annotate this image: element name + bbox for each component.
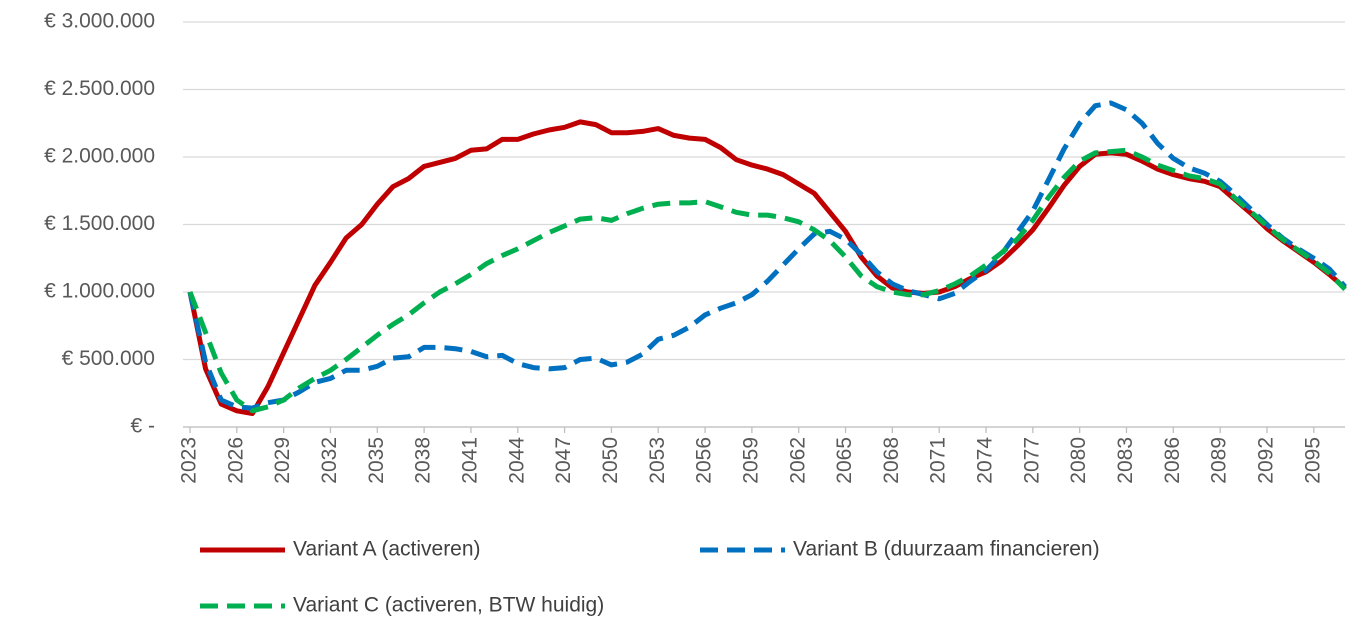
x-tick-label: 2023 (178, 437, 201, 484)
y-tick-label: € 1.000.000 (44, 280, 155, 303)
x-tick-label: 2071 (927, 437, 950, 484)
series-line (187, 147, 1347, 414)
x-tick-label: 2083 (1114, 437, 1137, 484)
x-tick-label: 2062 (786, 437, 809, 484)
x-tick-label: 2080 (1067, 437, 1090, 484)
y-tick-label: € 1.500.000 (44, 212, 155, 235)
x-tick-label: 2032 (318, 437, 341, 484)
x-tick-label: 2026 (224, 437, 247, 484)
series-line (187, 100, 1347, 411)
y-tick-label: € 500.000 (62, 347, 155, 370)
y-tick-label: € 2.500.000 (44, 77, 155, 100)
x-tick-label: 2074 (974, 437, 997, 484)
x-tick-label: 2038 (412, 437, 435, 484)
x-tick-label: 2053 (646, 437, 669, 484)
x-tick-label: 2086 (1161, 437, 1184, 484)
x-tick-label: 2056 (693, 437, 716, 484)
x-tick-label: 2041 (458, 437, 481, 484)
x-tick-label: 2059 (739, 437, 762, 484)
legend-label: Variant C (activeren, BTW huidig) (293, 594, 604, 617)
x-tick-label: 2092 (1255, 437, 1278, 484)
legend-label: Variant A (activeren) (293, 538, 481, 561)
series-line (187, 119, 1347, 416)
x-tick-label: 2095 (1301, 437, 1324, 484)
x-tick-label: 2077 (1020, 437, 1043, 484)
y-tick-label: € - (130, 415, 155, 438)
x-tick-label: 2068 (880, 437, 903, 484)
x-tick-label: 2047 (552, 437, 575, 484)
x-tick-label: 2035 (365, 437, 388, 484)
y-tick-label: € 2.000.000 (44, 145, 155, 168)
x-tick-label: 2089 (1208, 437, 1231, 484)
legend: Variant A (activeren) Variant B (duurzaam… (200, 538, 1100, 617)
x-tick-label: 2050 (599, 437, 622, 484)
x-tick-label: 2029 (271, 437, 294, 484)
legend-label: Variant B (duurzaam financieren) (793, 538, 1100, 561)
x-tick-label: 2065 (833, 437, 856, 484)
x-tick-label: 2044 (505, 437, 528, 484)
y-tick-label: € 3.000.000 (44, 10, 155, 33)
